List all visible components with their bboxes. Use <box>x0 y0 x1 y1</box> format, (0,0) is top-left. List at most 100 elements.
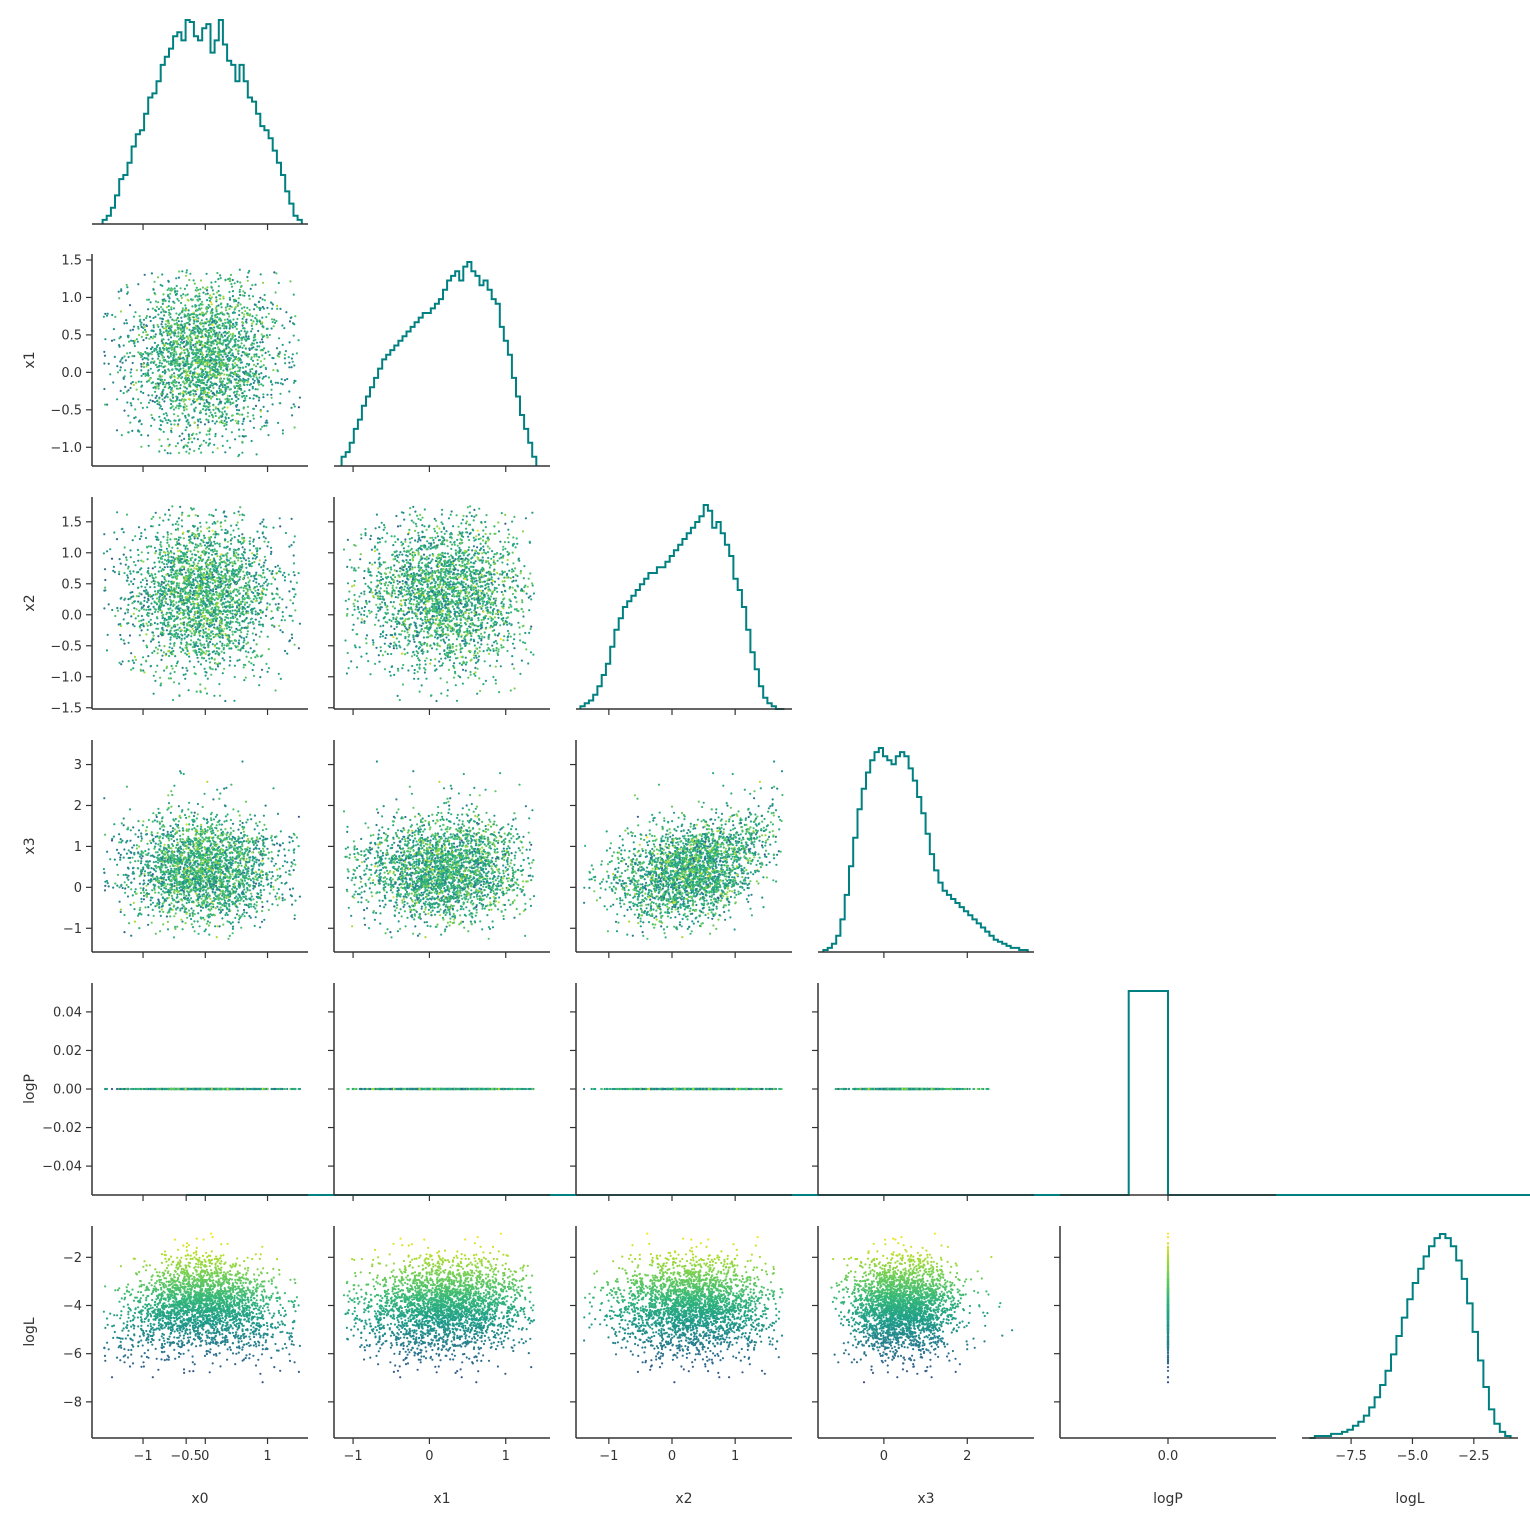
scatter-point <box>199 288 201 290</box>
scatter-point <box>200 390 202 392</box>
scatter-point <box>232 290 234 292</box>
scatter-point <box>249 540 251 542</box>
scatter-point <box>182 532 184 534</box>
scatter-point <box>220 525 222 527</box>
scatter-point <box>203 405 205 407</box>
scatter-point <box>232 312 234 314</box>
scatter-point <box>161 610 163 612</box>
scatter-point <box>173 362 175 364</box>
scatter-point <box>196 381 198 383</box>
scatter-point <box>254 303 256 305</box>
scatter-point <box>103 533 105 535</box>
scatter-point <box>278 673 280 675</box>
scatter-point <box>123 378 125 380</box>
scatter-point <box>201 376 203 378</box>
scatter-point <box>202 370 204 372</box>
scatter-point <box>218 398 220 400</box>
scatter-point <box>150 525 152 527</box>
scatter-point <box>226 368 228 370</box>
scatter-point <box>197 420 199 422</box>
scatter-point <box>274 322 276 324</box>
scatter-point <box>159 554 161 556</box>
scatter-point <box>173 553 175 555</box>
scatter-point <box>206 650 208 652</box>
scatter-point <box>146 583 148 585</box>
scatter-point <box>223 327 225 329</box>
scatter-point <box>234 282 236 284</box>
scatter-point <box>243 306 245 308</box>
scatter-point <box>153 650 155 652</box>
scatter-point <box>232 367 234 369</box>
scatter-point <box>156 366 158 368</box>
scatter-point <box>211 287 213 289</box>
scatter-point <box>279 308 281 310</box>
scatter-point <box>194 356 196 358</box>
scatter-point <box>251 347 253 349</box>
scatter-point <box>222 369 224 371</box>
scatter-point <box>260 428 262 430</box>
scatter-point <box>262 519 264 521</box>
scatter-point <box>147 558 149 560</box>
scatter-point <box>239 615 241 617</box>
scatter-point <box>203 618 205 620</box>
scatter-point <box>225 416 227 418</box>
scatter-point <box>167 322 169 324</box>
scatter-point <box>243 383 245 385</box>
scatter-point <box>179 537 181 539</box>
scatter-point <box>187 650 189 652</box>
histogram-x1 <box>342 262 537 466</box>
scatter-point <box>273 597 275 599</box>
scatter-point <box>229 333 231 335</box>
scatter-point <box>137 601 139 603</box>
scatter-point <box>208 633 210 635</box>
scatter-point <box>200 577 202 579</box>
scatter-point <box>200 567 202 569</box>
scatter-point <box>262 282 264 284</box>
scatter-point <box>177 358 179 360</box>
scatter-point <box>212 320 214 322</box>
scatter-point <box>147 552 149 554</box>
scatter-point <box>224 619 226 621</box>
scatter-point <box>241 537 243 539</box>
scatter-point <box>197 576 199 578</box>
scatter-point <box>201 341 203 343</box>
scatter-point <box>243 345 245 347</box>
scatter-point <box>245 643 247 645</box>
scatter-point <box>226 312 228 314</box>
scatter-point <box>167 554 169 556</box>
scatter-point <box>170 556 172 558</box>
scatter-point <box>179 595 181 597</box>
scatter-point <box>207 644 209 646</box>
scatter-point <box>205 653 207 655</box>
scatter-point <box>234 341 236 343</box>
scatter-point <box>244 338 246 340</box>
scatter-point <box>215 364 217 366</box>
scatter-point <box>206 622 208 624</box>
scatter-point <box>161 340 163 342</box>
scatter-point <box>199 385 201 387</box>
scatter-point <box>293 596 295 598</box>
scatter-point <box>193 623 195 625</box>
scatter-point <box>212 385 214 387</box>
scatter-point <box>202 292 204 294</box>
scatter-point <box>135 617 137 619</box>
scatter-point <box>271 593 273 595</box>
scatter-point <box>266 589 268 591</box>
scatter-point <box>259 341 261 343</box>
scatter-point <box>245 348 247 350</box>
scatter-point <box>165 323 167 325</box>
scatter-point <box>175 407 177 409</box>
scatter-point <box>227 530 229 532</box>
scatter-point <box>164 386 166 388</box>
scatter-point <box>206 527 208 529</box>
scatter-point <box>200 601 202 603</box>
scatter-point <box>234 372 236 374</box>
scatter-point <box>150 414 152 416</box>
scatter-point <box>143 600 145 602</box>
scatter-point <box>200 530 202 532</box>
scatter-point <box>279 629 281 631</box>
scatter-point <box>209 605 211 607</box>
scatter-point <box>173 381 175 383</box>
scatter-point <box>189 448 191 450</box>
scatter-point <box>212 651 214 653</box>
